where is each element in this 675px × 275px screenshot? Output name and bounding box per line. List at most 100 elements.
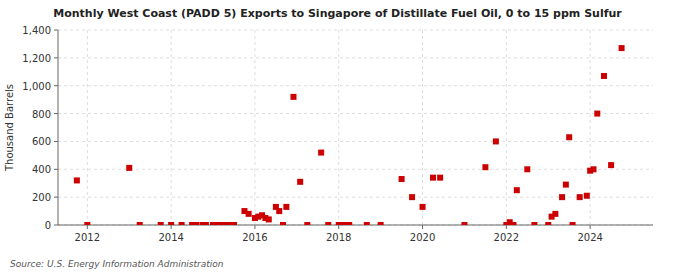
point bbox=[179, 222, 185, 225]
point bbox=[493, 138, 499, 144]
y-grid-line bbox=[58, 113, 653, 114]
point bbox=[570, 222, 576, 225]
y-tick bbox=[54, 57, 58, 58]
y-grid-line bbox=[58, 141, 653, 142]
x-tick-label: 2018 bbox=[326, 232, 351, 243]
y-axis-label: Thousand Barrels bbox=[4, 84, 15, 172]
point bbox=[280, 222, 286, 225]
point bbox=[409, 194, 415, 200]
point bbox=[297, 179, 303, 185]
point bbox=[524, 166, 530, 172]
point bbox=[266, 216, 272, 222]
y-tick-label: 1,400 bbox=[22, 25, 51, 36]
x-grid-line bbox=[422, 30, 423, 225]
point bbox=[566, 134, 572, 140]
x-tick bbox=[254, 225, 255, 229]
source-note: Source: U.S. Energy Information Administ… bbox=[10, 259, 224, 269]
point bbox=[318, 150, 324, 156]
point bbox=[203, 222, 209, 225]
point bbox=[514, 187, 520, 193]
point bbox=[420, 204, 426, 210]
point bbox=[552, 211, 558, 217]
point bbox=[231, 222, 237, 225]
y-tick bbox=[54, 225, 58, 226]
point bbox=[158, 222, 164, 225]
x-grid-line bbox=[171, 30, 172, 225]
x-tick-label: 2022 bbox=[494, 232, 519, 243]
point bbox=[545, 222, 551, 225]
x-tick bbox=[590, 225, 591, 229]
point bbox=[399, 176, 405, 182]
title: Monthly West Coast (PADD 5) Exports to S… bbox=[53, 7, 622, 20]
point bbox=[126, 165, 132, 171]
x-grid-line bbox=[590, 30, 591, 225]
y-grid-line bbox=[58, 30, 653, 31]
y-tick-label: 1,200 bbox=[22, 53, 51, 64]
x-grid-line bbox=[254, 30, 255, 225]
point bbox=[437, 175, 443, 181]
x-tick bbox=[506, 225, 507, 229]
chart: 02004006008001,0001,2001,400201220142016… bbox=[0, 0, 675, 275]
point bbox=[168, 222, 174, 225]
x-tick-label: 2016 bbox=[242, 232, 267, 243]
y-tick-label: 800 bbox=[32, 109, 51, 120]
x-tick bbox=[422, 225, 423, 229]
point bbox=[193, 222, 199, 225]
point bbox=[559, 194, 565, 200]
point bbox=[594, 111, 600, 117]
y-tick-label: 0 bbox=[45, 220, 51, 231]
point bbox=[283, 204, 289, 210]
y-tick bbox=[54, 113, 58, 114]
y-grid-line bbox=[58, 225, 653, 226]
point bbox=[430, 175, 436, 181]
point bbox=[563, 182, 569, 188]
point bbox=[346, 222, 352, 225]
y-grid-line bbox=[58, 57, 653, 58]
point bbox=[601, 73, 607, 79]
point bbox=[325, 222, 331, 225]
point bbox=[304, 222, 310, 225]
point bbox=[74, 177, 80, 183]
x-tick bbox=[171, 225, 172, 229]
point bbox=[276, 208, 282, 214]
point bbox=[577, 194, 583, 200]
x-axis-line bbox=[58, 225, 653, 226]
grid bbox=[58, 30, 653, 225]
points bbox=[74, 45, 625, 225]
y-tick bbox=[54, 30, 58, 31]
point bbox=[584, 193, 590, 199]
point bbox=[482, 164, 488, 170]
point bbox=[290, 94, 296, 100]
point bbox=[137, 222, 143, 225]
point bbox=[364, 222, 370, 225]
x-tick-label: 2020 bbox=[410, 232, 435, 243]
x-tick-label: 2012 bbox=[75, 232, 100, 243]
axes: 02004006008001,0001,2001,400201220142016… bbox=[22, 25, 653, 243]
point bbox=[246, 211, 252, 217]
point bbox=[378, 222, 384, 225]
point bbox=[591, 166, 597, 172]
y-tick bbox=[54, 169, 58, 170]
x-grid-line bbox=[87, 30, 88, 225]
x-tick bbox=[338, 225, 339, 229]
point bbox=[608, 162, 614, 168]
y-axis-line bbox=[58, 30, 59, 225]
x-grid-line bbox=[338, 30, 339, 225]
point bbox=[84, 222, 90, 225]
y-tick bbox=[54, 85, 58, 86]
y-tick bbox=[54, 197, 58, 198]
point bbox=[531, 222, 537, 225]
x-tick bbox=[87, 225, 88, 229]
x-grid-line bbox=[506, 30, 507, 225]
point bbox=[510, 222, 516, 225]
point bbox=[619, 45, 625, 51]
y-tick bbox=[54, 141, 58, 142]
x-tick-label: 2014 bbox=[158, 232, 183, 243]
y-tick-label: 400 bbox=[32, 164, 51, 175]
x-tick-label: 2024 bbox=[577, 232, 602, 243]
y-tick-label: 1,000 bbox=[22, 81, 51, 92]
y-tick-label: 600 bbox=[32, 136, 51, 147]
y-grid-line bbox=[58, 85, 653, 86]
point bbox=[461, 222, 467, 225]
y-grid-line bbox=[58, 169, 653, 170]
